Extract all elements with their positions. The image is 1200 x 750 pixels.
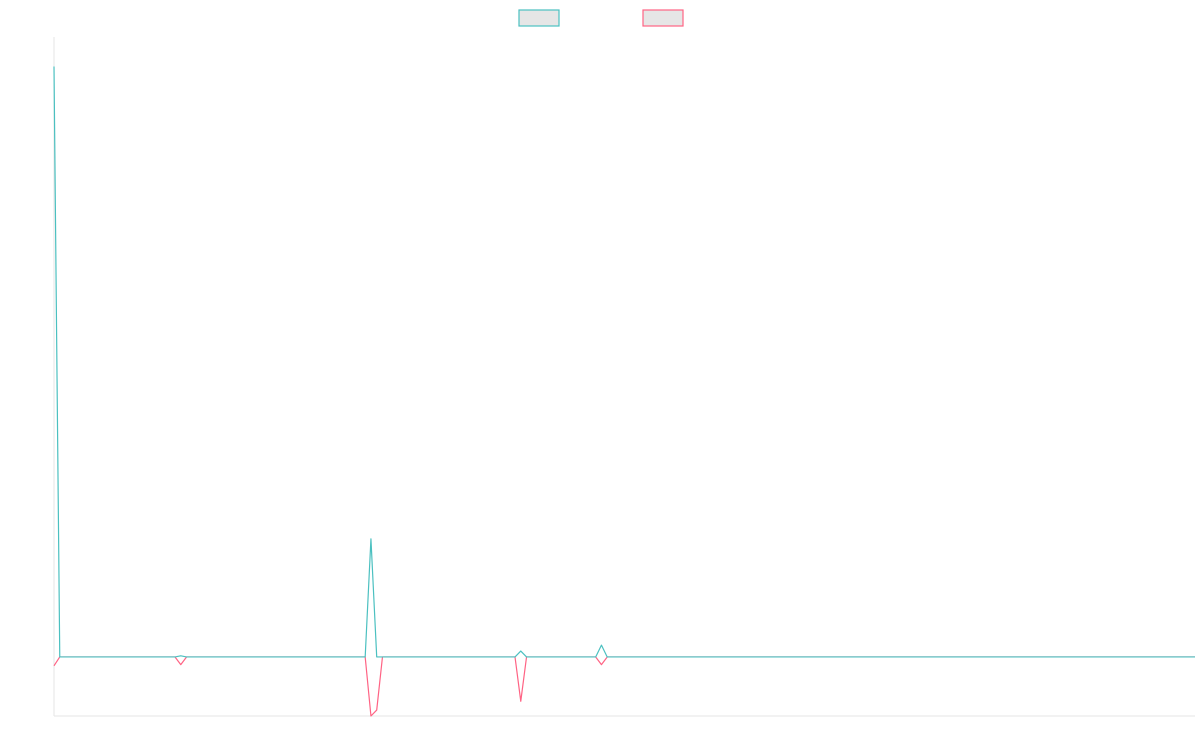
legend-swatch-series-2[interactable] bbox=[642, 9, 684, 27]
chart-series bbox=[53, 66, 1195, 717]
series-line-1 bbox=[53, 66, 1195, 658]
series-line-2 bbox=[53, 656, 1195, 717]
legend-swatch-series-1[interactable] bbox=[518, 9, 560, 27]
chart-axes bbox=[53, 37, 1195, 717]
chart-legend bbox=[518, 9, 684, 27]
